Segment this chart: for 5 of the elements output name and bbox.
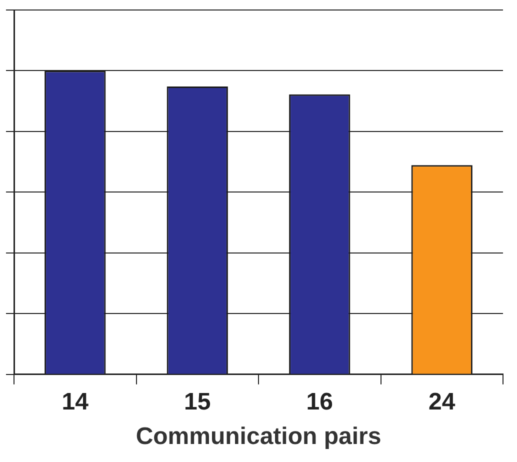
x-tick-label: 15 <box>184 388 211 416</box>
x-tick-label: 14 <box>62 388 90 416</box>
x-tick-label: 24 <box>428 388 456 416</box>
x-tick-label: 16 <box>306 388 333 416</box>
x-axis-title: Communication pairs <box>136 423 382 450</box>
